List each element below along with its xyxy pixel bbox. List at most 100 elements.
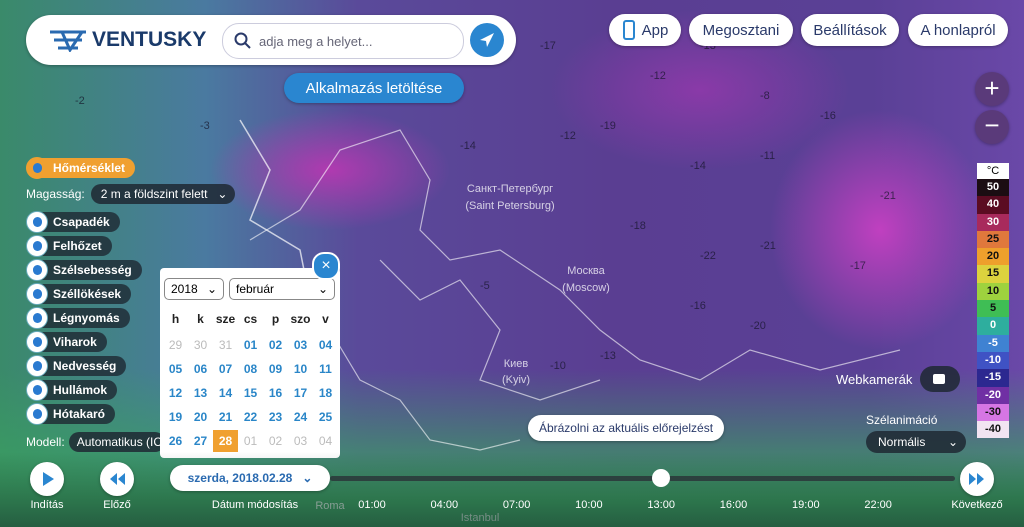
day[interactable]: 05: [168, 362, 183, 376]
day[interactable]: 31: [218, 338, 233, 352]
layer-item[interactable]: Széllökések: [26, 282, 132, 305]
play-button[interactable]: [30, 462, 64, 496]
layer-item[interactable]: Csapadék: [26, 210, 120, 233]
weekday: p: [271, 312, 280, 326]
model-select[interactable]: Automatikus (IC: [68, 432, 165, 452]
download-button[interactable]: Alkalmazás letöltése: [284, 73, 464, 103]
day[interactable]: 03: [293, 434, 308, 448]
day[interactable]: 01: [243, 434, 258, 448]
day[interactable]: 30: [193, 338, 208, 352]
temperature-label: -22: [700, 250, 716, 262]
webcams-label: Webkamerák: [836, 371, 913, 387]
day[interactable]: 04: [318, 434, 333, 448]
locate-icon: [480, 33, 494, 47]
temperature-label: -18: [630, 220, 646, 232]
top-button[interactable]: A honlapról: [908, 14, 1008, 46]
layer-item[interactable]: Szélsebesség: [26, 258, 142, 281]
day[interactable]: 24: [293, 410, 308, 424]
zoom-out[interactable]: −: [975, 110, 1009, 144]
time-track[interactable]: [330, 476, 955, 481]
day[interactable]: 10: [293, 362, 308, 376]
day[interactable]: 23: [268, 410, 283, 424]
locate-button[interactable]: [470, 23, 504, 57]
day[interactable]: 21: [218, 410, 233, 424]
month-select[interactable]: február ⌄: [229, 278, 335, 300]
top-button[interactable]: Beállítások: [801, 14, 899, 46]
calendar-close[interactable]: ×: [312, 252, 340, 280]
next-button[interactable]: [960, 462, 994, 496]
play-label: Indítás: [30, 499, 64, 511]
layer-icon: [26, 157, 48, 179]
webcams[interactable]: Webkamerák: [836, 366, 961, 392]
day[interactable]: 26: [168, 434, 183, 448]
temperature-label: -16: [690, 300, 706, 312]
day[interactable]: 02: [268, 434, 283, 448]
day[interactable]: 16: [268, 386, 283, 400]
day[interactable]: 09: [268, 362, 283, 376]
legend-value: 40: [977, 196, 1009, 214]
time-knob[interactable]: [652, 469, 670, 487]
day[interactable]: 13: [193, 386, 208, 400]
top-button-label: App: [641, 21, 669, 39]
layer-icon: [26, 234, 48, 257]
day[interactable]: 17: [293, 386, 308, 400]
layer-item[interactable]: Viharok: [26, 330, 107, 353]
day[interactable]: 06: [193, 362, 208, 376]
wind-mode: Normális: [878, 435, 926, 449]
day[interactable]: 03: [293, 338, 308, 352]
city-label: (Saint Petersburg): [465, 200, 555, 212]
weekday: szo: [290, 312, 311, 326]
day[interactable]: 07: [218, 362, 233, 376]
day[interactable]: 20: [193, 410, 208, 424]
active-layer[interactable]: Hőmérséklet: [26, 157, 136, 179]
day[interactable]: 08: [243, 362, 258, 376]
phone-icon: [622, 20, 635, 40]
next-label: Következő: [951, 499, 1003, 511]
temperature-label: -13: [600, 350, 616, 362]
temperature-label: -12: [560, 130, 576, 142]
day[interactable]: 11: [319, 362, 332, 376]
year: 2018: [171, 282, 198, 296]
day[interactable]: 15: [243, 386, 258, 400]
day[interactable]: 02: [268, 338, 283, 352]
day[interactable]: 25: [318, 410, 333, 424]
day[interactable]: 04: [318, 338, 333, 352]
layer-item[interactable]: Hullámok: [26, 378, 118, 401]
day[interactable]: 27: [193, 434, 208, 448]
previous-button[interactable]: [100, 462, 134, 496]
top-button[interactable]: App: [609, 14, 681, 46]
logo[interactable]: VENTUSKY: [92, 28, 207, 51]
chevron: ⌄: [217, 187, 228, 201]
day[interactable]: 14: [218, 386, 233, 400]
temperature-label: -2: [75, 95, 85, 107]
layer-item[interactable]: Felhőzet: [26, 234, 112, 257]
day[interactable]: 22: [243, 410, 258, 424]
wind-mode-select[interactable]: Normális ⌄: [866, 431, 966, 453]
layer-item[interactable]: Légnyomás: [26, 306, 130, 329]
top-button[interactable]: Megosztani: [689, 14, 793, 46]
layer-item[interactable]: Hótakaró: [26, 402, 116, 425]
day[interactable]: 28: [213, 430, 238, 452]
year-select[interactable]: 2018 ⌄: [164, 278, 224, 300]
current-forecast-button[interactable]: Ábrázolni az aktuális előrejelzést: [528, 415, 724, 441]
search-box[interactable]: adja meg a helyet...: [222, 23, 464, 59]
time-label: 04:00: [430, 499, 459, 511]
legend-value: -10: [977, 351, 1009, 370]
legend-value: -15: [977, 369, 1009, 387]
layer-item[interactable]: Nedvesség: [26, 354, 127, 377]
city-label: Москва: [567, 265, 605, 277]
day[interactable]: 12: [168, 386, 183, 400]
temperature-label: -14: [460, 140, 476, 152]
date-select[interactable]: szerda, 2018.02.28 ⌄: [170, 465, 330, 491]
layer-label: Felhőzet: [37, 235, 112, 256]
day[interactable]: 18: [318, 386, 333, 400]
day[interactable]: 29: [168, 338, 183, 352]
weekday: k: [197, 312, 204, 326]
height-select[interactable]: 2 m a földszint felett ⌄: [90, 184, 236, 204]
zoom-in[interactable]: +: [975, 72, 1009, 106]
day[interactable]: 01: [243, 338, 258, 352]
time-label: 07:00: [502, 499, 531, 511]
day[interactable]: 19: [168, 410, 183, 424]
layer-icon: [26, 378, 48, 401]
